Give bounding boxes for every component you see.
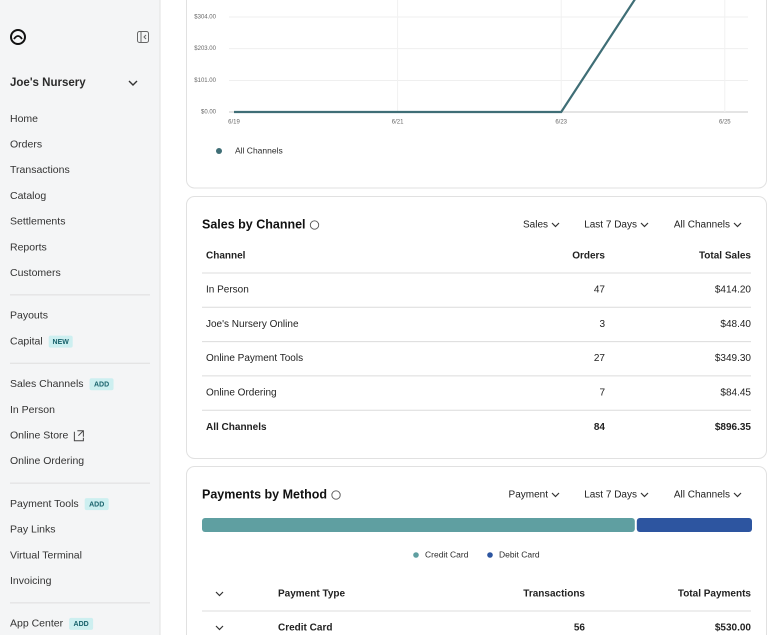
- x-tick-label: 6/19: [228, 120, 240, 126]
- column-header: Channel: [206, 251, 246, 262]
- card-title: Payments by Method: [202, 487, 327, 501]
- legend-dot: [487, 552, 493, 558]
- nav-item[interactable]: Sales Channels: [10, 378, 84, 390]
- total-cell: 84: [594, 422, 606, 433]
- filter-dropdown[interactable]: Sales: [523, 220, 548, 231]
- nav-item[interactable]: Reports: [10, 241, 47, 253]
- nav-item[interactable]: Payment Tools: [10, 498, 79, 510]
- badge-label: NEW: [53, 339, 70, 346]
- filter-dropdown[interactable]: Last 7 Days: [584, 220, 637, 231]
- table-cell: $48.40: [720, 319, 751, 330]
- dropdown-chevron[interactable]: [733, 492, 742, 498]
- badge: [89, 378, 114, 391]
- y-tick-label: $304.00: [194, 15, 216, 21]
- dropdown-chevron[interactable]: [551, 222, 560, 228]
- legend-label: Debit Card: [499, 549, 540, 559]
- collapse-button[interactable]: [137, 31, 149, 43]
- nav-item[interactable]: In Person: [10, 404, 55, 416]
- table-cell: $530.00: [715, 623, 752, 634]
- card-title: Sales by Channel: [202, 217, 306, 231]
- table-cell: Credit Card: [278, 623, 332, 634]
- legend-dot: [413, 552, 419, 558]
- table-cell: $414.20: [715, 285, 752, 296]
- nav-item[interactable]: Online Ordering: [10, 455, 84, 467]
- total-cell: All Channels: [206, 422, 267, 433]
- table-cell: 47: [594, 285, 606, 296]
- filter-dropdown[interactable]: Last 7 Days: [584, 490, 637, 501]
- table-cell: In Person: [206, 285, 249, 296]
- legend-label: All Channels: [235, 145, 283, 155]
- nav-item[interactable]: Virtual Terminal: [10, 549, 82, 561]
- table-cell: 3: [599, 319, 605, 330]
- info-icon: [309, 220, 320, 230]
- nav-item[interactable]: Catalog: [10, 190, 46, 202]
- payment-bar-segment: [636, 518, 752, 532]
- total-cell: $896.35: [715, 422, 752, 433]
- table-cell: Online Ordering: [206, 388, 277, 399]
- nav-item[interactable]: Customers: [10, 267, 61, 279]
- expand-all-chevron[interactable]: [215, 591, 224, 597]
- y-tick-label: $0.00: [201, 110, 217, 116]
- badge: [84, 498, 109, 511]
- badge-label: ADD: [74, 621, 89, 628]
- table-cell: 7: [599, 388, 605, 399]
- table-cell: $349.30: [715, 353, 752, 364]
- dropdown-chevron[interactable]: [640, 222, 649, 228]
- nav-item[interactable]: App Center: [10, 618, 64, 630]
- line-series: [234, 0, 636, 114]
- nav-item[interactable]: Orders: [10, 138, 42, 150]
- table-cell: 27: [594, 353, 606, 364]
- column-header: Payment Type: [278, 589, 345, 600]
- x-tick-label: 6/21: [392, 120, 404, 126]
- filter-dropdown[interactable]: All Channels: [674, 220, 730, 231]
- dropdown-chevron[interactable]: [640, 492, 649, 498]
- nav-item[interactable]: Payouts: [10, 310, 48, 322]
- badge: [48, 335, 73, 348]
- nav-item[interactable]: Online Store: [10, 429, 69, 441]
- nav-item[interactable]: Settlements: [10, 216, 65, 228]
- nav-item[interactable]: Home: [10, 113, 38, 125]
- column-header: Total Payments: [678, 589, 752, 600]
- nav-item[interactable]: Transactions: [10, 164, 70, 176]
- sales-card: [186, 196, 767, 459]
- legend-label: Credit Card: [425, 549, 469, 559]
- sidebar: [0, 0, 160, 635]
- column-header: Transactions: [523, 589, 585, 600]
- badge-label: ADD: [89, 501, 104, 508]
- badge-label: ADD: [94, 382, 109, 389]
- store-name[interactable]: Joe's Nursery: [10, 77, 86, 89]
- x-tick-label: 6/23: [555, 120, 567, 126]
- info-icon: [331, 490, 341, 500]
- chart-card: [186, 0, 767, 189]
- payments-card: [186, 466, 767, 635]
- filter-dropdown[interactable]: Payment: [509, 490, 549, 501]
- legend-dot: [216, 148, 222, 154]
- payment-bar-segment: [202, 518, 635, 532]
- y-tick-label: $203.00: [194, 46, 216, 52]
- table-cell: Joe's Nursery Online: [206, 319, 299, 330]
- table-cell: Online Payment Tools: [206, 353, 303, 364]
- filter-dropdown[interactable]: All Channels: [674, 490, 730, 501]
- row-expand-chevron[interactable]: [215, 625, 224, 631]
- x-tick-label: 6/25: [719, 120, 731, 126]
- column-header: Orders: [572, 251, 605, 262]
- logo[interactable]: [10, 29, 26, 45]
- nav-item[interactable]: Invoicing: [10, 575, 52, 587]
- store-chevron[interactable]: [128, 80, 138, 86]
- y-tick-label: $101.00: [194, 78, 216, 84]
- dropdown-chevron[interactable]: [551, 492, 560, 498]
- table-cell: 56: [574, 623, 586, 634]
- external-link-icon: [73, 430, 84, 442]
- column-header: Total Sales: [699, 251, 751, 262]
- nav-item[interactable]: Pay Links: [10, 524, 56, 536]
- table-cell: $84.45: [720, 388, 751, 399]
- dropdown-chevron[interactable]: [733, 222, 742, 228]
- nav-item[interactable]: Capital: [10, 335, 43, 347]
- badge: [69, 617, 94, 630]
